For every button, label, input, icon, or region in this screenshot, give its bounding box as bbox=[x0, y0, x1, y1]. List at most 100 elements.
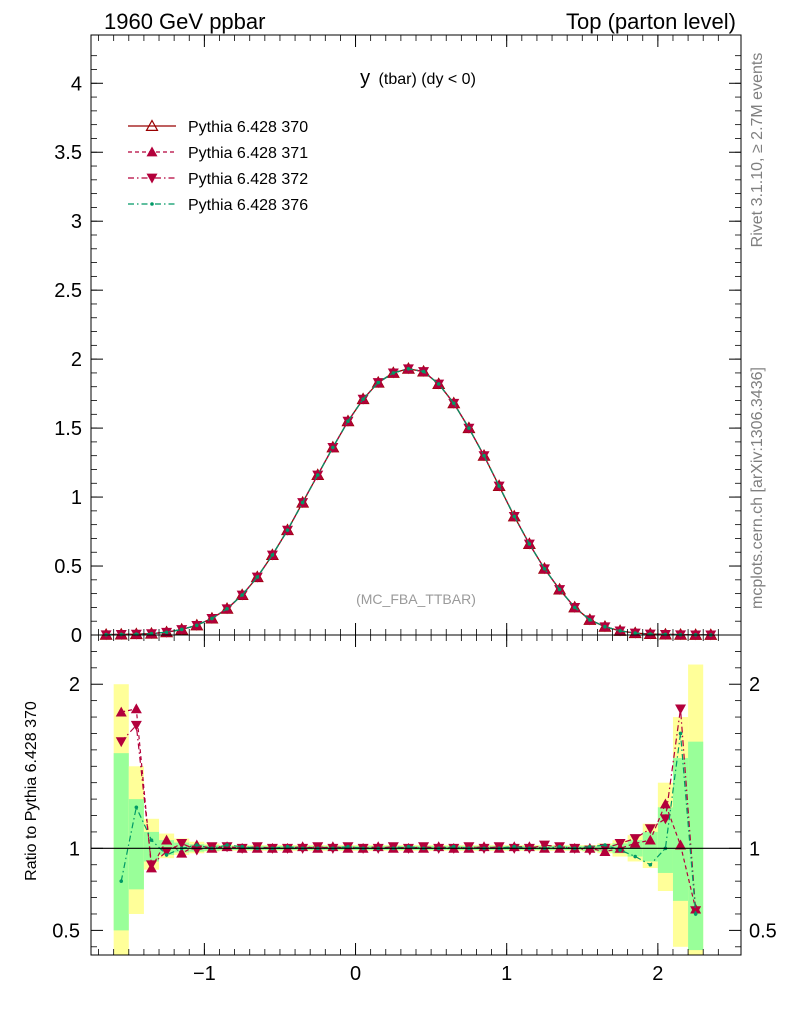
ratio-data-point bbox=[161, 847, 173, 858]
main-data-point bbox=[119, 632, 124, 637]
ratio-data-point bbox=[115, 737, 127, 748]
header-left: 1960 GeV ppbar bbox=[104, 9, 265, 34]
ratio-data-point bbox=[285, 844, 290, 849]
ratio-data-point bbox=[176, 847, 188, 858]
main-data-point bbox=[603, 624, 607, 629]
ratio-data-point bbox=[195, 843, 199, 847]
ratio-band-green bbox=[642, 831, 658, 862]
rivet-label: Rivet 3.1.10, ≥ 2.7M events bbox=[749, 53, 766, 248]
ratio-band-green bbox=[113, 753, 129, 931]
main-axes: 0 0.5 1 1.5 2 2.5 3 3.5 4 bbox=[54, 35, 741, 647]
ratio-ytick-label-left: 0.5 bbox=[52, 920, 80, 942]
main-data-point bbox=[618, 629, 622, 633]
ratio-frame bbox=[90, 634, 742, 956]
ratio-ytick-label-right: 2 bbox=[749, 674, 760, 696]
main-data-point bbox=[633, 631, 637, 635]
ratio-ytick-label-left: 2 bbox=[69, 674, 80, 696]
ratio-data-point bbox=[221, 842, 233, 853]
ratio-data-point bbox=[145, 860, 157, 871]
main-data-point bbox=[255, 575, 260, 579]
main-data-point bbox=[572, 605, 577, 610]
ratio-band-green bbox=[143, 831, 160, 862]
main-data-point bbox=[270, 553, 275, 557]
main-data-point bbox=[300, 500, 305, 505]
main-ytick-label: 3.5 bbox=[54, 142, 82, 164]
header-right: Top (parton level) bbox=[566, 9, 736, 34]
main-data-point bbox=[512, 514, 517, 519]
main-data-point bbox=[467, 426, 471, 430]
main-data-point bbox=[315, 473, 320, 477]
legend-label: Pythia 6.428 376 bbox=[188, 197, 308, 214]
ratio-data-point bbox=[225, 843, 229, 847]
ratio-ytick-label-right: 0.5 bbox=[749, 920, 777, 942]
main-data-point bbox=[391, 371, 396, 375]
legend-marker bbox=[146, 146, 158, 157]
main-ytick-label: 2.5 bbox=[54, 280, 82, 302]
legend-marker bbox=[146, 173, 158, 184]
ratio-data-point bbox=[648, 862, 653, 867]
plot-title-sub: (tbar) (dy < 0) bbox=[379, 71, 476, 88]
ratio-xtick-label: 2 bbox=[652, 963, 663, 985]
ratio-data-point bbox=[149, 838, 154, 842]
main-data-point bbox=[164, 630, 169, 635]
ratio-data-point bbox=[406, 844, 411, 849]
main-data-point bbox=[285, 528, 290, 532]
ratio-data-point bbox=[176, 839, 188, 849]
ratio-data-point bbox=[161, 834, 173, 845]
main-data-point bbox=[663, 632, 668, 637]
ratio-data-point bbox=[557, 844, 562, 849]
ratio-series-line bbox=[120, 733, 697, 915]
ratio-data-point bbox=[130, 720, 142, 731]
ratio-data-point bbox=[512, 844, 517, 849]
plot-title: y (tbar) (dy < 0) bbox=[360, 67, 476, 89]
ratio-ytick-label-left: 1 bbox=[69, 838, 80, 860]
ratio-series-line bbox=[120, 708, 697, 911]
main-data-point bbox=[331, 445, 335, 450]
ratio-data-point bbox=[675, 704, 687, 715]
main-ytick-label: 0.5 bbox=[54, 556, 82, 578]
ratio-data-point bbox=[119, 879, 124, 883]
ratio-data-point bbox=[629, 834, 641, 844]
ratio-data-point bbox=[693, 912, 698, 916]
legend-label: Pythia 6.428 372 bbox=[188, 171, 308, 188]
ratio-uncertainty-bands bbox=[113, 664, 704, 955]
main-data-point bbox=[451, 401, 456, 406]
ratio-plot-marks bbox=[115, 703, 702, 917]
ratio-data-point bbox=[346, 844, 350, 849]
ratio-data-point bbox=[618, 848, 622, 852]
main-data-point bbox=[195, 623, 199, 628]
ratio-data-point bbox=[659, 814, 671, 825]
legend-label: Pythia 6.428 371 bbox=[188, 145, 308, 162]
ratio-series-line bbox=[121, 708, 697, 910]
ratio-band-green bbox=[672, 758, 689, 901]
ratio-data-point bbox=[115, 706, 127, 717]
main-data-point bbox=[179, 627, 184, 632]
plot-title-main: y bbox=[360, 67, 370, 89]
main-ytick-label: 1.5 bbox=[54, 418, 82, 440]
ratio-data-point bbox=[644, 834, 656, 845]
main-data-point bbox=[421, 369, 426, 374]
ratio-data-point bbox=[240, 844, 244, 849]
main-data-point bbox=[240, 593, 244, 597]
ratio-data-point bbox=[675, 839, 687, 850]
ratio-data-point bbox=[603, 843, 607, 847]
ratio-axes: 0.5 0.5 1 1 2 2 −1 0 1 2 bbox=[52, 635, 777, 985]
ratio-data-point bbox=[588, 844, 592, 849]
ratio-panel: 0.5 0.5 1 1 2 2 −1 0 1 2 bbox=[52, 634, 777, 985]
main-data-point bbox=[406, 366, 411, 371]
ratio-data-point bbox=[538, 840, 550, 851]
main-ytick-label: 3 bbox=[71, 211, 82, 233]
main-ytick-label: 2 bbox=[71, 349, 82, 371]
legend-label: Pythia 6.428 370 bbox=[188, 119, 308, 136]
ratio-axis-label: Ratio to Pythia 6.428 370 bbox=[23, 701, 40, 881]
source-label: mcplots.cern.ch [arXiv:1306.3436] bbox=[749, 367, 766, 609]
main-data-point bbox=[210, 616, 214, 621]
ratio-data-point bbox=[633, 854, 637, 859]
main-ytick-label: 4 bbox=[71, 73, 82, 95]
ratio-data-point bbox=[678, 731, 683, 736]
main-ytick-label: 1 bbox=[71, 487, 82, 509]
main-data-point bbox=[542, 566, 547, 571]
ratio-data-point bbox=[659, 798, 671, 809]
main-panel: 0 0.5 1 1.5 2 2.5 3 3.5 4 y (tbar) (dy < 0) (MC_… bbox=[54, 34, 742, 647]
